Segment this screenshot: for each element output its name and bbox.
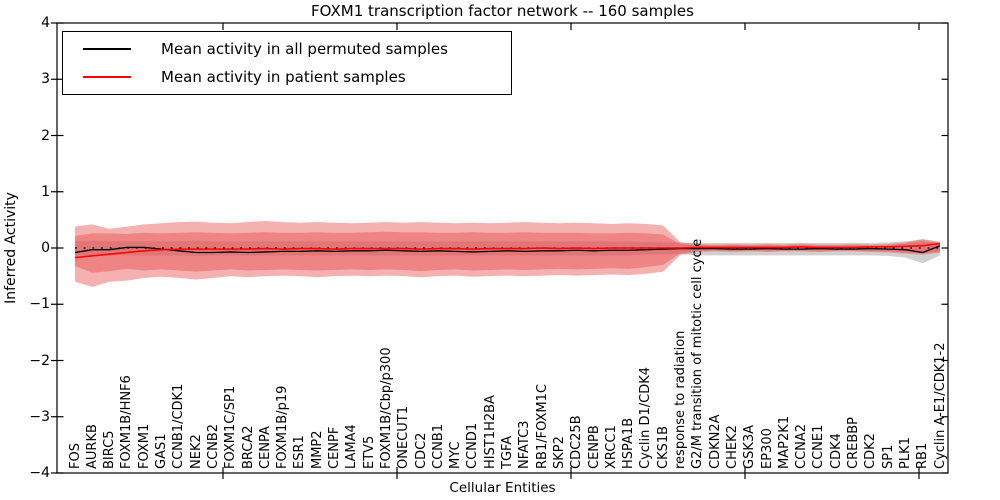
y-tick-label: 2 — [41, 127, 50, 144]
legend-label: Mean activity in patient samples — [161, 68, 406, 86]
x-tick-label: GAS1 — [154, 433, 169, 470]
x-tick-label: BIRC5 — [102, 430, 118, 470]
legend-item-permuted: Mean activity in all permuted samples — [63, 36, 511, 62]
x-tick-label: CCNB2 — [205, 423, 221, 469]
x-tick-label: RB1/FOXM1C — [534, 384, 550, 469]
x-tick-label: FOS — [67, 443, 83, 469]
x-tick-label: CCND1 — [465, 422, 481, 469]
x-tick-label: G2/M transition of mitotic cell cycle — [690, 238, 706, 469]
x-tick-label: XRCC1 — [603, 425, 619, 469]
x-tick-label: LAMA4 — [344, 424, 360, 469]
permuted-mean-line — [74, 245, 941, 254]
x-tick-label: Cyclin D1/CDK4 — [638, 366, 654, 469]
y-tick-label: −3 — [29, 408, 50, 425]
x-tick-label: ONECUT1 — [396, 406, 412, 469]
x-tick-label: AURKB — [84, 424, 100, 469]
x-tick-label: CKS1B — [655, 425, 671, 469]
y-tick-label: 3 — [41, 71, 50, 88]
x-tick-label: PLK1 — [897, 437, 913, 469]
chart-title: FOXM1 transcription factor network -- 16… — [311, 2, 694, 20]
x-tick-label: CREBBP — [846, 417, 861, 469]
y-tick-label: −2 — [29, 352, 50, 369]
legend-line-sample-black — [83, 48, 131, 50]
x-tick-label: CDKN2A — [707, 414, 723, 469]
x-tick-label: FOXM1B/Cbp/p300 — [378, 347, 394, 469]
legend: Mean activity in all permuted samples Me… — [62, 31, 512, 95]
x-tick-label: response to radiation — [673, 330, 688, 469]
x-tick-label: GSK3A — [742, 424, 758, 469]
y-tick-label: 0 — [41, 240, 50, 256]
x-tick-label: NFATC3 — [517, 420, 533, 469]
x-tick-label: CENPA — [257, 426, 273, 469]
y-tick-label: 1 — [41, 183, 50, 200]
x-tick-label: NEK2 — [188, 434, 204, 469]
y-tick-label: −4 — [29, 465, 50, 481]
y-tick-label: 4 — [41, 15, 50, 31]
x-tick-label: ETV5 — [361, 435, 377, 469]
x-tick-label: FOXM1B/p19 — [275, 385, 291, 469]
x-tick-label: HIST1H2BA — [482, 395, 498, 469]
x-tick-label: ESR1 — [292, 435, 308, 469]
x-tick-label: CENPB — [586, 425, 602, 469]
x-tick-label: CCNB1 — [430, 423, 446, 469]
x-tick-label: TGFA — [500, 435, 515, 469]
legend-item-patient: Mean activity in patient samples — [63, 64, 511, 90]
x-tick-label: CDK4 — [828, 433, 844, 469]
x-tick-label: EP300 — [759, 428, 775, 469]
x-tick-label: SP1 — [880, 444, 896, 469]
x-tick-label: CHEK2 — [724, 425, 740, 469]
x-tick-label: BRCA2 — [240, 425, 256, 469]
x-axis-label: Cellular Entities — [449, 480, 556, 496]
x-tick-label: CDC2 — [413, 432, 429, 469]
x-tick-label: MYC — [448, 441, 464, 469]
x-tick-label: CDC25B — [569, 415, 585, 469]
patient-mean-line — [74, 242, 941, 259]
x-tick-label: RB1 — [915, 442, 931, 469]
patient-range-inner-band — [75, 231, 940, 273]
x-tick-label: MMP2 — [309, 430, 325, 469]
legend-line-sample-red — [83, 76, 131, 78]
x-tick-label: CENPF — [327, 426, 342, 469]
x-tick-label: FOXM1B/HNF6 — [119, 375, 135, 469]
y-tick-label: −1 — [29, 296, 50, 313]
x-tick-label: HSPA1B — [621, 417, 637, 469]
x-tick-label: FOXM1 — [136, 423, 152, 469]
x-tick-label: Cyclin A-E1/CDK1-2 — [932, 342, 948, 469]
x-tick-label: FOXM1C/SP1 — [223, 385, 239, 469]
x-tick-label: CCNA2 — [794, 423, 810, 469]
x-tick-label: MAP2K1 — [776, 415, 792, 469]
legend-label: Mean activity in all permuted samples — [161, 40, 448, 58]
x-tick-label: SKP2 — [551, 436, 567, 469]
x-tick-label: CDK2 — [863, 433, 879, 469]
x-tick-label: CCNE1 — [811, 424, 827, 469]
x-tick-label: CCNB1/CDK1 — [171, 383, 187, 469]
patient-range-outer-band — [75, 221, 940, 287]
